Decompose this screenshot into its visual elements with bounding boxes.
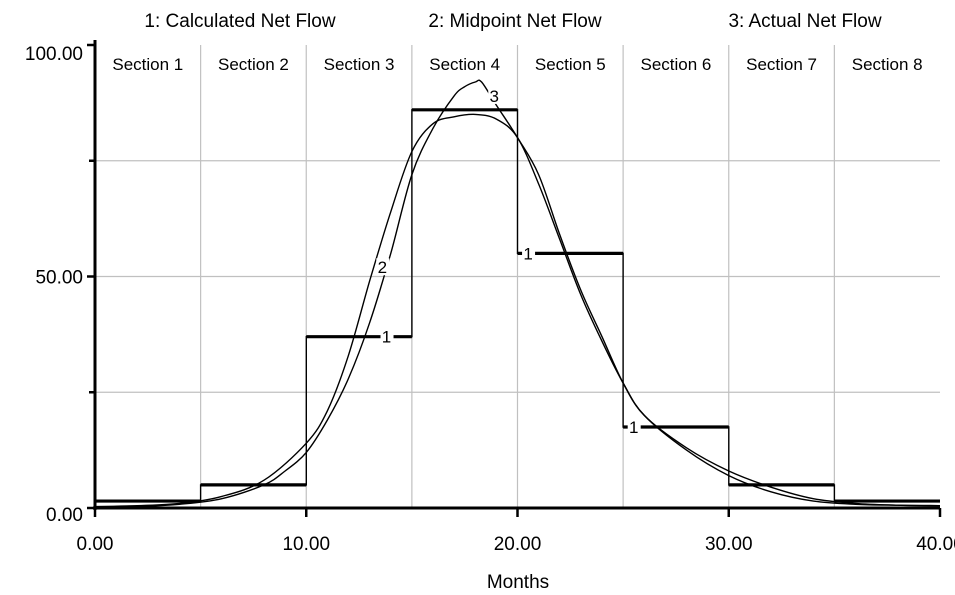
series-3-marker-bg	[488, 86, 502, 104]
x-tick-label: 0.00	[77, 534, 114, 555]
series-1-marker-bg	[380, 327, 394, 345]
section-label: Section 3	[324, 55, 395, 74]
series-1-marker: 1	[629, 418, 638, 437]
section-label: Section 2	[218, 55, 289, 74]
section-label: Section 1	[112, 55, 183, 74]
series-1-marker-bg	[522, 244, 536, 262]
series-lines	[94, 79, 941, 509]
series-markers: 1 1 1 2 3	[376, 86, 641, 437]
x-tick-label: 10.00	[282, 534, 330, 555]
axes: 0.00 10.00 20.00 30.00 40.00 0.00 50.00 100.00	[25, 40, 955, 555]
legend: 1: Calculated Net Flow 2: Midpoint Net Fl…	[144, 11, 881, 32]
series-3-line	[94, 79, 941, 509]
series-2-line	[94, 113, 941, 508]
section-label: Section 8	[852, 55, 923, 74]
x-tick-label: 20.00	[494, 534, 542, 555]
section-label: Section 6	[640, 55, 711, 74]
series-2-marker-bg	[376, 258, 390, 276]
y-tick-label: 50.00	[35, 268, 83, 289]
y-tick-label: 100.00	[25, 44, 83, 65]
x-axis-label: Months	[487, 572, 549, 593]
legend-item-3: 3: Actual Net Flow	[728, 11, 881, 32]
series-2-marker: 2	[378, 258, 387, 277]
x-tick-label: 30.00	[705, 534, 753, 555]
section-label: Section 4	[429, 55, 500, 74]
x-tick-label: 40.00	[916, 534, 955, 555]
section-label: Section 5	[535, 55, 606, 74]
legend-item-1: 1: Calculated Net Flow	[144, 11, 335, 32]
y-tick-label: 0.00	[46, 505, 83, 526]
series-1-marker: 1	[382, 328, 391, 347]
legend-item-2: 2: Midpoint Net Flow	[428, 11, 601, 32]
series-1-marker-bg	[627, 417, 641, 435]
series-1-marker: 1	[523, 244, 532, 263]
section-label: Section 7	[746, 55, 817, 74]
series-3-marker: 3	[490, 87, 499, 106]
section-labels: Section 1 Section 2 Section 3 Section 4 Sect…	[112, 55, 922, 74]
